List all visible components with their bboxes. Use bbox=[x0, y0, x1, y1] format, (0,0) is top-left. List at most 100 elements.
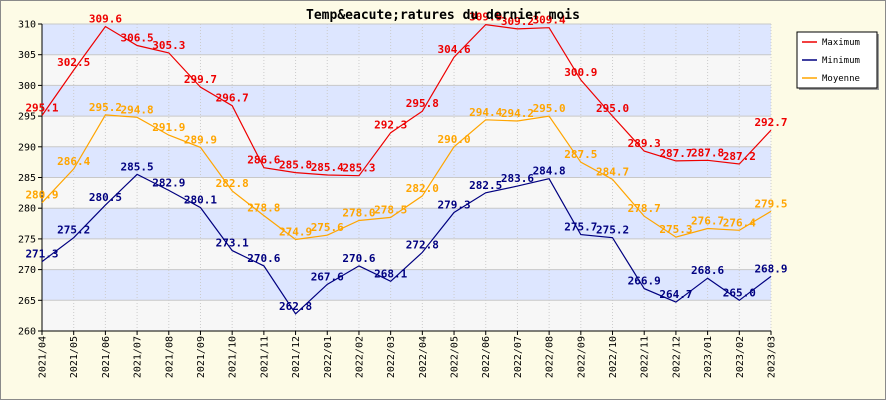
data-label-moyenne: 276.7 bbox=[691, 214, 724, 227]
x-tick-label: 2023/01 bbox=[703, 336, 714, 378]
x-tick-label: 2021/12 bbox=[291, 336, 302, 378]
x-tick-label: 2022/08 bbox=[545, 336, 556, 378]
data-label-moyenne: 278.5 bbox=[374, 203, 407, 216]
data-label-minimum: 270.6 bbox=[342, 252, 375, 265]
data-label-moyenne: 289.9 bbox=[184, 133, 217, 146]
x-tick-label: 2022/11 bbox=[640, 336, 651, 378]
series-line-maximum bbox=[41, 23, 772, 177]
data-label-maximum: 309.9 bbox=[469, 11, 502, 24]
data-label-moyenne: 294.2 bbox=[501, 107, 534, 120]
data-label-moyenne: 290.0 bbox=[437, 133, 470, 146]
data-label-moyenne: 278.8 bbox=[247, 202, 280, 215]
x-tick-label: 2022/07 bbox=[513, 336, 524, 378]
x-tick-label: 2023/03 bbox=[767, 336, 778, 378]
data-label-minimum: 282.9 bbox=[152, 176, 185, 189]
x-tick-label: 2022/12 bbox=[671, 336, 682, 378]
data-label-minimum: 280.5 bbox=[89, 191, 122, 204]
legend-label-maximum: Maximum bbox=[822, 38, 860, 48]
data-label-maximum: 287.2 bbox=[723, 150, 756, 163]
x-tick-label: 2021/06 bbox=[101, 336, 112, 378]
grid-band bbox=[42, 208, 771, 239]
data-label-maximum: 295.1 bbox=[25, 101, 58, 114]
data-label-moyenne: 275.3 bbox=[659, 223, 692, 236]
data-label-minimum: 285.5 bbox=[121, 160, 154, 173]
x-tick-label: 2022/10 bbox=[608, 336, 619, 378]
data-label-maximum: 299.7 bbox=[184, 73, 217, 86]
y-tick-label: 275 bbox=[18, 234, 36, 245]
x-tick-label: 2021/04 bbox=[38, 336, 49, 378]
data-label-minimum: 262.8 bbox=[279, 300, 312, 313]
data-label-minimum: 265.0 bbox=[723, 286, 756, 299]
data-label-moyenne: 275.6 bbox=[311, 221, 344, 234]
x-tick-label: 2021/11 bbox=[259, 336, 270, 378]
data-label-minimum: 275.7 bbox=[564, 221, 597, 234]
x-tick-label: 2022/01 bbox=[323, 336, 334, 378]
data-label-minimum: 279.3 bbox=[437, 198, 470, 211]
data-label-moyenne: 276.4 bbox=[723, 216, 756, 229]
data-label-maximum: 285.8 bbox=[279, 159, 312, 172]
series-layer bbox=[41, 23, 772, 315]
y-tick-label: 290 bbox=[18, 142, 36, 153]
data-label-maximum: 285.3 bbox=[342, 162, 375, 175]
data-label-minimum: 271.3 bbox=[25, 248, 58, 261]
data-label-maximum: 296.7 bbox=[216, 92, 249, 105]
data-label-moyenne: 279.5 bbox=[754, 197, 787, 210]
data-label-maximum: 286.6 bbox=[247, 154, 280, 167]
data-label-minimum: 268.6 bbox=[691, 264, 724, 277]
x-tick-label: 2022/02 bbox=[354, 336, 365, 378]
y-tick-label: 280 bbox=[18, 204, 36, 215]
data-label-moyenne: 295.2 bbox=[89, 101, 122, 114]
y-tick-label: 295 bbox=[18, 112, 36, 123]
y-tick-label: 265 bbox=[18, 296, 36, 307]
data-label-minimum: 268.9 bbox=[754, 262, 787, 275]
grid-band bbox=[42, 85, 771, 117]
x-tick-label: 2022/03 bbox=[386, 336, 397, 378]
data-label-maximum: 304.6 bbox=[437, 43, 470, 56]
y-tick-label: 270 bbox=[18, 265, 36, 276]
data-label-maximum: 289.3 bbox=[628, 137, 661, 150]
data-label-minimum: 283.6 bbox=[501, 172, 534, 185]
data-label-moyenne: 278.7 bbox=[628, 202, 661, 215]
axes: 260 265 270 275 280 285 290 295 300 305 310 2021/04… bbox=[18, 20, 778, 379]
legend: Maximum Minimum Moyenne bbox=[796, 31, 879, 90]
data-label-moyenne: 286.4 bbox=[57, 155, 90, 168]
y-tick-label: 310 bbox=[18, 20, 36, 31]
y-tick-label: 300 bbox=[18, 81, 36, 92]
data-label-maximum: 302.5 bbox=[57, 56, 90, 69]
data-label-moyenne: 294.8 bbox=[121, 103, 154, 116]
x-tick-label: 2023/02 bbox=[735, 336, 746, 378]
data-label-moyenne: 294.4 bbox=[469, 106, 502, 119]
data-label-minimum: 275.2 bbox=[596, 224, 629, 237]
data-label-minimum: 280.1 bbox=[184, 194, 217, 207]
data-label-maximum: 287.7 bbox=[659, 147, 692, 160]
x-tick-label: 2021/07 bbox=[133, 336, 144, 378]
x-tick-label: 2022/05 bbox=[450, 336, 461, 378]
data-label-minimum: 284.8 bbox=[533, 165, 566, 178]
grid-band bbox=[42, 146, 771, 178]
legend-label-minimum: Minimum bbox=[822, 56, 860, 66]
grid-band bbox=[42, 269, 771, 301]
data-label-maximum: 287.8 bbox=[691, 146, 724, 159]
y-tick-label: 260 bbox=[18, 327, 36, 338]
x-tick-label: 2022/09 bbox=[576, 336, 587, 378]
series-line-moyenne bbox=[41, 114, 772, 241]
x-tick-label: 2022/04 bbox=[418, 336, 429, 378]
y-tick-label: 285 bbox=[18, 173, 36, 184]
x-tick-label: 2021/10 bbox=[228, 336, 239, 378]
series-line-minimum bbox=[41, 173, 772, 315]
data-label-minimum: 264.7 bbox=[659, 288, 692, 301]
data-label-maximum: 306.5 bbox=[121, 31, 154, 44]
data-label-moyenne: 282.8 bbox=[216, 177, 249, 190]
data-label-minimum: 273.1 bbox=[216, 237, 249, 250]
data-label-moyenne: 295.0 bbox=[533, 102, 566, 115]
data-label-minimum: 282.5 bbox=[469, 179, 502, 192]
data-label-maximum: 295.8 bbox=[406, 97, 439, 110]
data-label-moyenne: 274.9 bbox=[279, 226, 312, 239]
data-label-maximum: 292.3 bbox=[374, 119, 407, 132]
data-label-maximum: 285.4 bbox=[311, 161, 344, 174]
data-label-moyenne: 291.9 bbox=[152, 121, 185, 134]
legend-label-moyenne: Moyenne bbox=[822, 74, 860, 84]
data-label-maximum: 305.3 bbox=[152, 39, 185, 52]
